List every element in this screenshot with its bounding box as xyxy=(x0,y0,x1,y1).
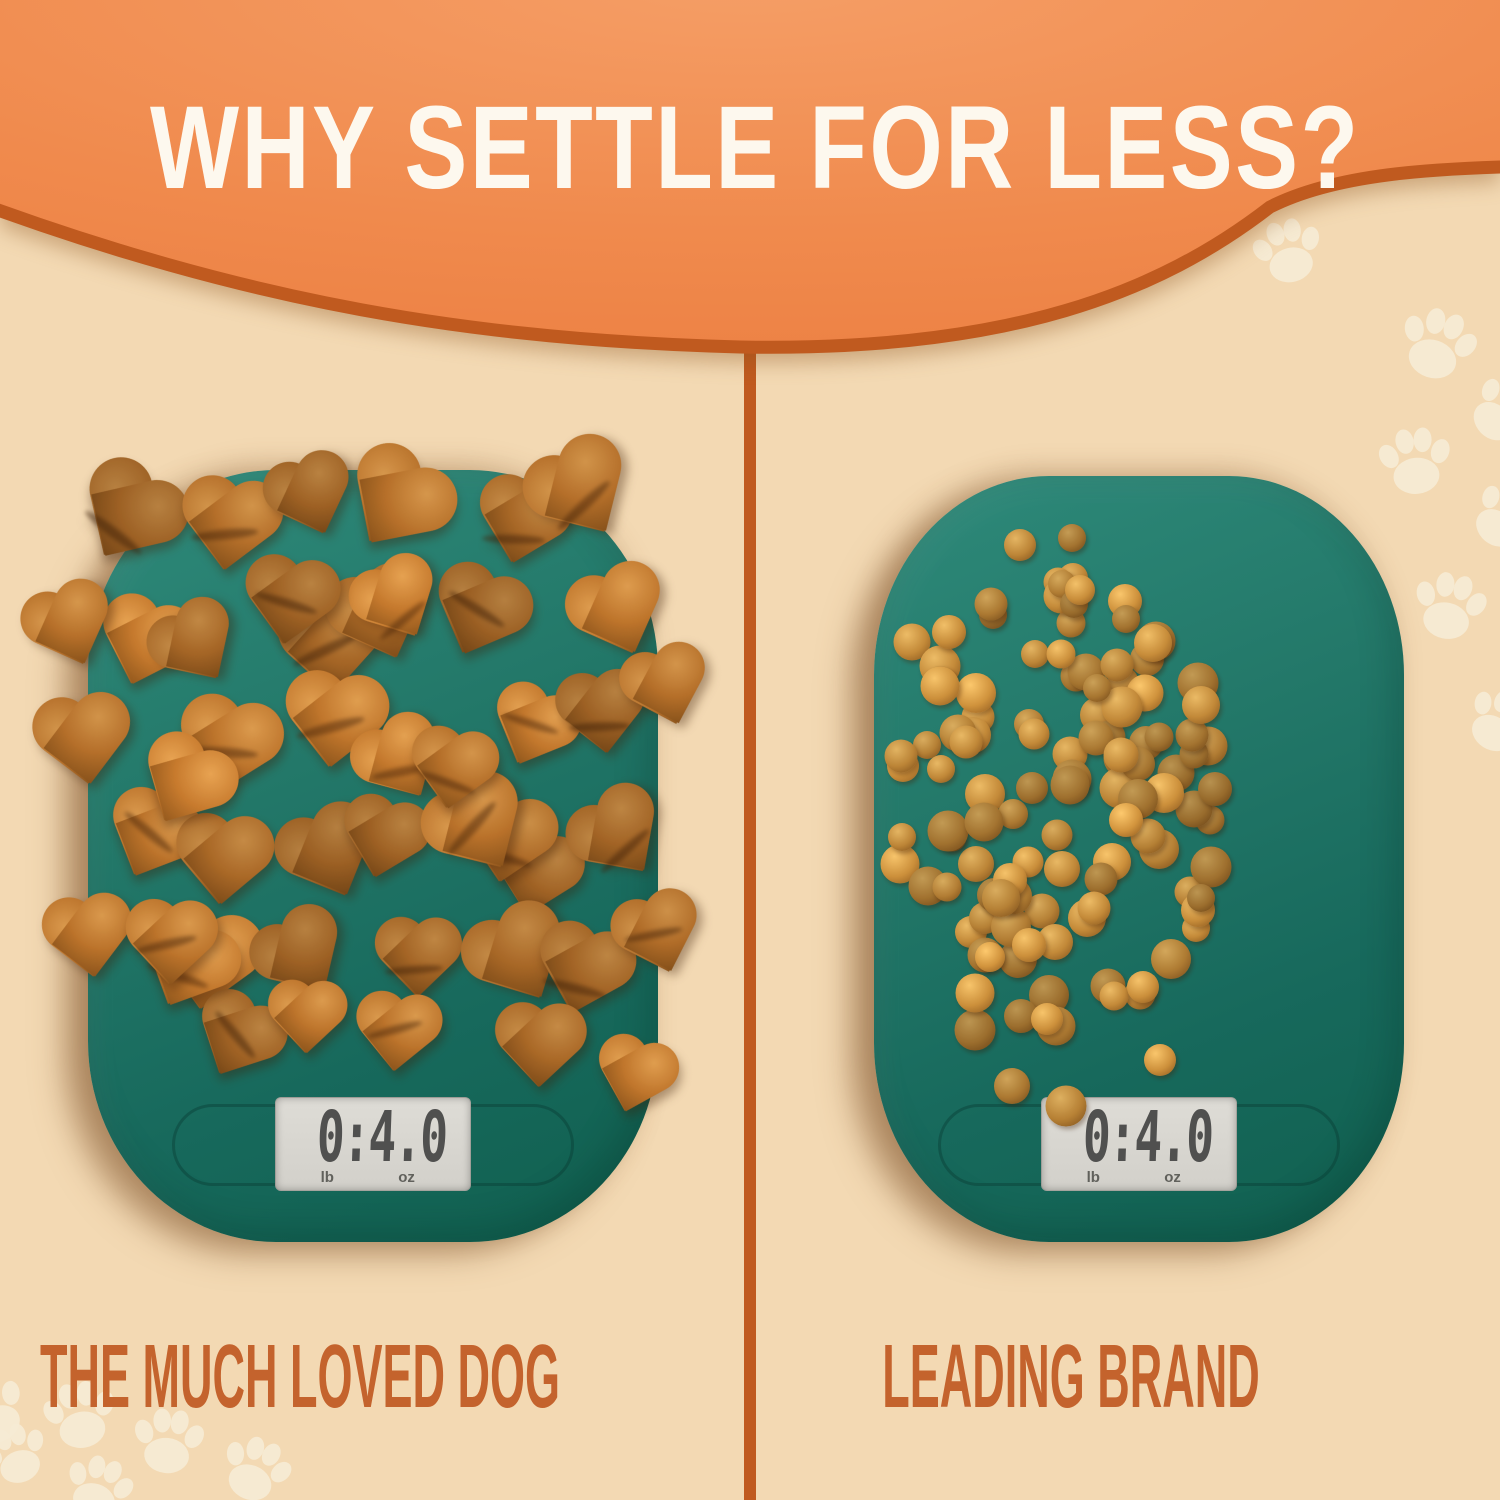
paw-print-icon xyxy=(1404,308,1477,379)
pellet-treat xyxy=(1077,891,1111,925)
pellet-treat xyxy=(1144,1044,1176,1076)
pellet-treat xyxy=(932,615,966,649)
pellet-treat xyxy=(920,666,960,706)
pellet-treat xyxy=(975,942,1005,972)
pellet-treat xyxy=(964,802,1004,842)
pellet-treat xyxy=(1144,722,1174,752)
paw-print-icon xyxy=(69,1455,134,1500)
pellet-treat xyxy=(1109,803,1143,837)
pellet-treat xyxy=(927,755,955,783)
pellet-treat xyxy=(884,739,918,773)
pellet-treat xyxy=(1050,765,1090,805)
left-scale-lcd: 0: 4.0 lb oz xyxy=(275,1096,471,1191)
pellet-treat xyxy=(1004,529,1036,561)
pellet-treat xyxy=(955,973,995,1013)
pellet-treat xyxy=(1175,718,1209,752)
pellet-treat xyxy=(1099,981,1129,1011)
header-banner xyxy=(0,0,1500,354)
pellet-treat xyxy=(958,846,994,882)
paw-print-icon xyxy=(1416,572,1487,639)
paw-print-icon xyxy=(0,1423,44,1483)
pellet-treat xyxy=(949,725,983,759)
pellet-treat xyxy=(1100,648,1134,682)
pellet-treat xyxy=(1151,939,1191,979)
pellet-treat xyxy=(994,1068,1030,1104)
pellet-treat xyxy=(1044,851,1080,887)
pellet-treat xyxy=(1084,862,1118,896)
pellet-treat xyxy=(1041,819,1073,851)
pellet-treat xyxy=(1190,846,1232,888)
pellet-treat xyxy=(954,1009,996,1051)
pellet-treat xyxy=(932,872,962,902)
paw-print-icon xyxy=(1252,218,1320,283)
left-brand-label: THE MUCH LOVED DOG xyxy=(39,1327,561,1427)
left-unit-oz: oz xyxy=(398,1169,415,1186)
pellet-treat xyxy=(1016,772,1048,804)
right-unit-lb: lb xyxy=(1086,1169,1100,1186)
left-scale-display-groove: 0: 4.0 lb oz xyxy=(172,1096,574,1191)
pellet-treat xyxy=(927,810,969,852)
pellet-treat xyxy=(1127,971,1159,1003)
paw-print-icon xyxy=(1476,485,1500,547)
left-unit-lb: lb xyxy=(320,1169,334,1186)
pellet-treat xyxy=(1187,884,1215,912)
paw-print-icon xyxy=(1472,690,1500,752)
paw-print-icon xyxy=(0,1380,20,1443)
pellet-treat xyxy=(1021,640,1049,668)
page-title: WHY SETTLE FOR LESS? xyxy=(150,82,1361,214)
pellet-treat xyxy=(1083,674,1111,702)
pellet-treat xyxy=(913,731,941,759)
divider-line xyxy=(744,344,756,1500)
pellet-treat xyxy=(1058,524,1086,552)
pellet-treat xyxy=(1198,772,1232,806)
banner-shape xyxy=(0,0,1500,354)
paw-print-icon xyxy=(135,1408,204,1474)
pellet-treat xyxy=(956,673,996,713)
pellet-treat xyxy=(888,823,916,851)
paw-print-icon xyxy=(1473,378,1500,441)
pellet-treat xyxy=(974,587,1008,621)
pellet-treat xyxy=(1046,639,1076,669)
paw-print-icon xyxy=(1378,427,1450,494)
paw-print-icon xyxy=(226,1436,292,1500)
right-brand-label: LEADING BRAND xyxy=(882,1327,1260,1427)
pellet-treat xyxy=(1103,737,1139,773)
pellet-treat xyxy=(1031,1003,1063,1035)
pellet-treat xyxy=(1134,624,1172,662)
pellet-treat xyxy=(1065,575,1095,605)
paw-print-icon xyxy=(43,1381,114,1448)
pellet-treat xyxy=(1018,718,1050,750)
pellet-treat xyxy=(1182,686,1220,724)
pellet-treat xyxy=(982,879,1020,917)
pellet-treat xyxy=(1012,928,1046,962)
pellet-treat xyxy=(1045,1085,1087,1127)
pellet-treat xyxy=(1112,605,1140,633)
right-unit-oz: oz xyxy=(1164,1169,1181,1186)
